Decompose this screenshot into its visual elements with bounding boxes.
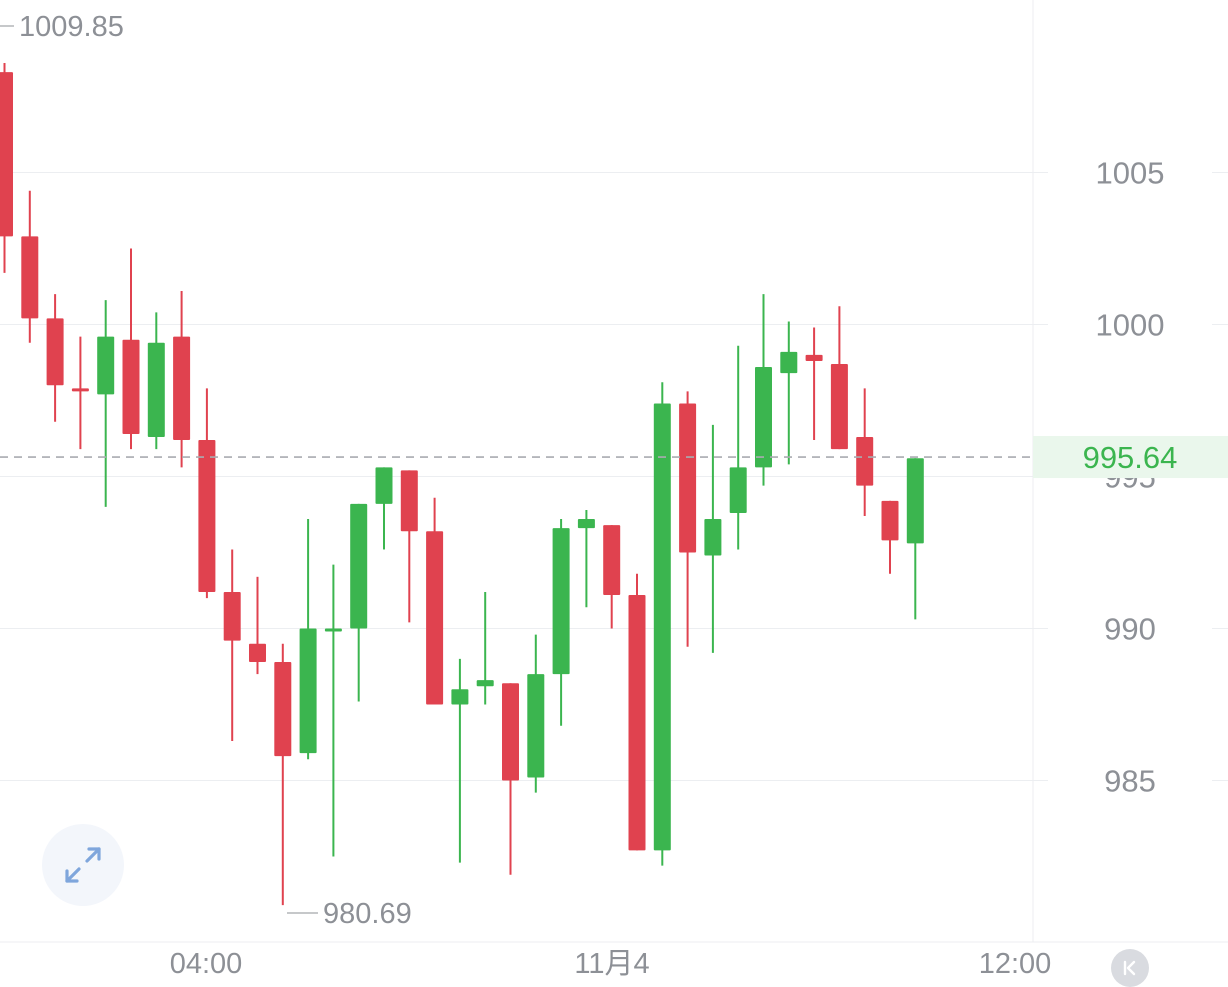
candle-body [375,467,393,504]
candle-down [173,291,191,468]
period-high-label: 1009.85 [19,11,124,43]
candle-up [324,564,342,857]
y-tick-label: 985 [1104,764,1156,799]
candle-body [71,388,89,392]
candle-down [71,336,89,450]
candle-body [21,236,39,319]
candle-body [400,470,418,532]
candle-body [881,500,899,541]
candle-body [653,403,671,851]
candle-up [577,509,595,608]
candle-up [451,658,469,863]
candle-body [552,528,570,675]
candle-body [704,519,722,556]
candle-down [502,683,519,875]
candle-down [856,388,874,517]
expand-chart-button[interactable] [42,824,124,906]
candle-down [249,576,266,675]
candles [0,63,924,906]
last-price-badge [1033,436,1228,479]
candle-up [729,345,747,550]
candle-body [350,503,368,629]
candle-down [603,525,621,629]
candle-down [426,497,444,705]
candle-body [97,336,115,395]
x-axis-labels: 04:00 11月4 12:00 [170,948,1052,980]
high-low-annotations: 1009.85 980.69 [0,11,412,930]
candle-down [198,388,216,599]
candle-body [603,525,621,596]
candle-body [147,342,165,437]
candle-down [21,190,39,343]
candle-body [527,674,545,778]
collapse-left-icon [1123,960,1136,976]
candle-down [628,573,646,851]
candle-body [0,72,13,237]
candle-up [476,592,494,705]
candle-up [299,519,317,760]
candle-body [577,519,595,529]
candle-down [0,63,13,273]
y-tick-label: 990 [1104,612,1156,647]
candle-body [856,436,874,486]
candle-up [552,519,570,726]
candle-body [198,440,216,593]
last-price-label: 995.64 [1083,440,1178,475]
candle-down [679,391,697,647]
candle-down [122,248,140,450]
candle-body [249,643,266,662]
candle-up [780,321,798,465]
candle-up [147,312,165,450]
collapse-panel-button[interactable] [1111,949,1149,987]
candle-body [755,367,772,468]
x-tick-label: 11月4 [574,948,649,980]
candle-body [426,531,444,705]
candle-down [46,294,64,422]
candle-down [830,306,848,450]
candle-body [324,628,342,632]
candle-body [830,364,848,450]
candle-body [729,467,747,513]
candle-body [173,336,191,441]
candle-body [780,351,798,374]
candle-body [299,628,317,754]
candle-up [755,294,772,486]
candle-body [628,595,646,851]
candle-up [375,467,393,550]
grid-lines [0,172,1228,781]
candle-body [122,339,140,434]
candle-down [881,500,899,574]
candle-up [350,503,368,702]
x-tick-label: 04:00 [170,948,243,980]
candle-body [502,683,519,781]
candle-up [906,458,924,620]
candle-down [805,327,823,441]
period-low-label: 980.69 [323,898,412,930]
candle-up [653,382,671,866]
candle-up [527,634,545,793]
candle-down [274,643,292,906]
expand-arrows-icon [65,847,101,883]
candle-down [223,549,241,741]
candle-body [805,354,823,361]
candle-up [704,424,722,653]
candle-body [274,661,292,757]
x-tick-label: 12:00 [979,948,1052,980]
candle-body [679,403,697,553]
candle-body [223,592,241,641]
candle-body [451,689,469,705]
candle-down [400,470,418,623]
y-tick-label: 1005 [1096,156,1165,191]
candle-body [906,458,924,544]
candle-up [97,300,115,507]
candle-body [476,680,494,687]
y-tick-label: 1000 [1096,308,1165,343]
last-price-marker: 995.64 [0,436,1228,479]
candle-body [46,318,64,386]
